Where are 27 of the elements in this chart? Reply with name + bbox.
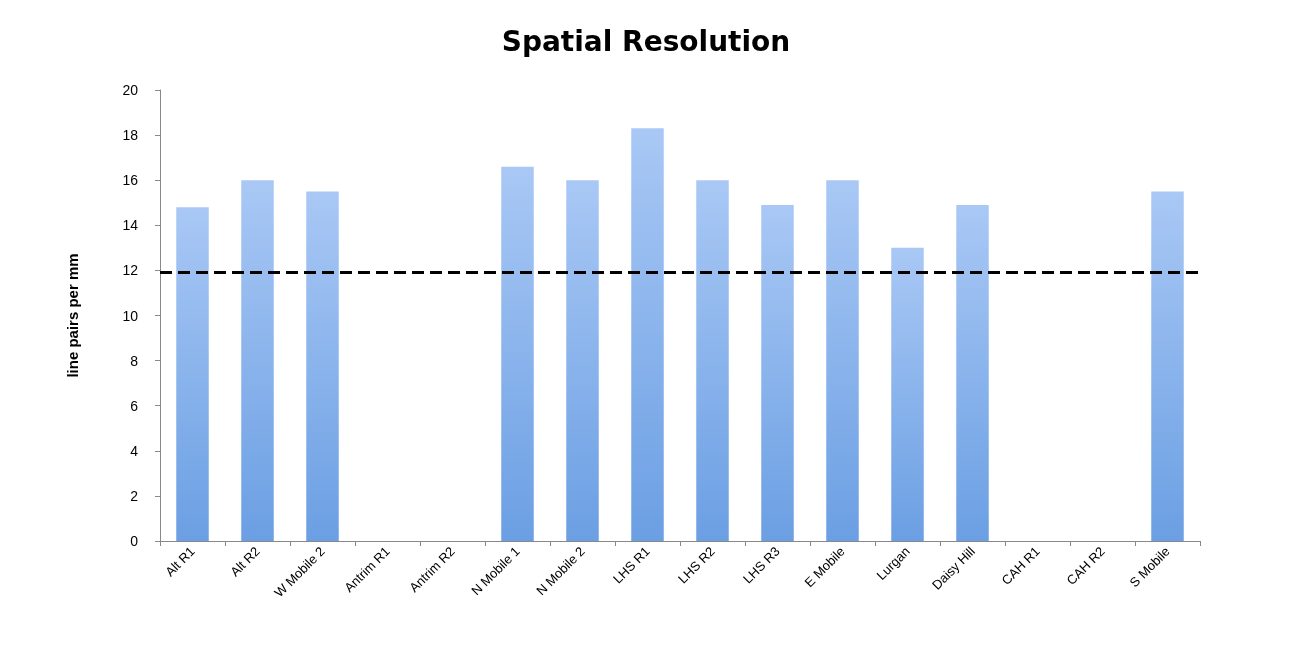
bar — [891, 247, 924, 541]
y-tick-label: 8 — [130, 352, 139, 369]
y-tick-label: 0 — [130, 533, 139, 549]
x-tick-label: Alt R2 — [227, 543, 263, 580]
bar — [241, 180, 274, 541]
bar — [501, 166, 534, 541]
bar — [176, 207, 209, 541]
y-tick-label: 20 — [122, 82, 139, 98]
y-tick-label: 12 — [122, 262, 139, 279]
y-axis-title: line pairs per mm — [64, 253, 81, 378]
y-tick-label: 16 — [122, 172, 139, 189]
chart-title: Spatial Resolution — [501, 24, 791, 58]
bar — [566, 180, 599, 541]
x-tick-label: Alt R1 — [162, 543, 198, 580]
bar — [696, 180, 729, 541]
bar — [761, 205, 794, 541]
bar — [306, 191, 339, 541]
bar — [826, 180, 859, 541]
bar — [1151, 191, 1184, 541]
y-tick-label: 2 — [130, 487, 139, 504]
y-tick-label: 6 — [130, 397, 139, 414]
bar — [956, 205, 989, 541]
y-tick-label: 10 — [122, 307, 139, 324]
y-tick-label: 18 — [122, 127, 139, 144]
bar — [631, 128, 664, 541]
y-tick-label: 14 — [122, 217, 139, 234]
y-tick-label: 4 — [130, 442, 139, 459]
